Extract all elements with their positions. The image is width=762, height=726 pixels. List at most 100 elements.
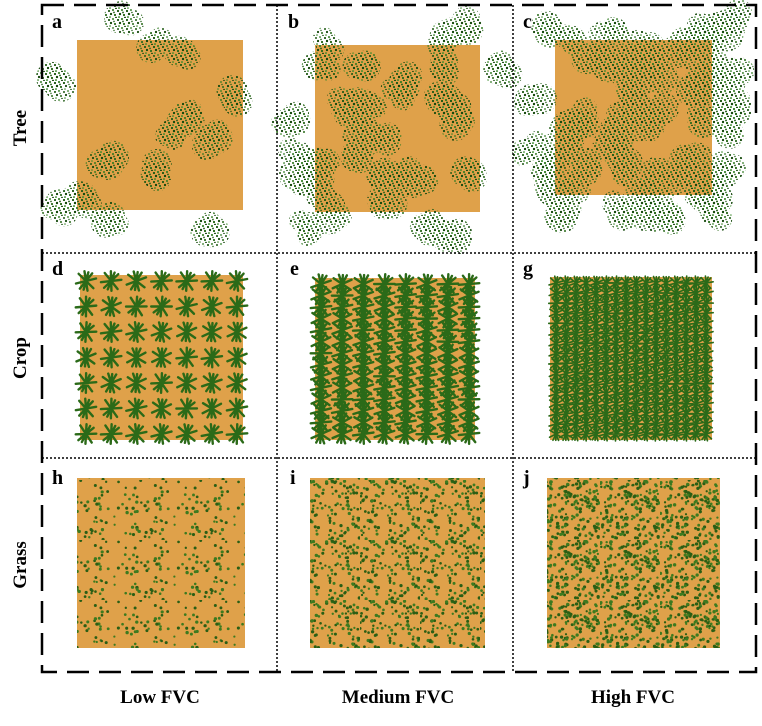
canopy xyxy=(643,161,667,186)
tree xyxy=(366,157,400,195)
column-label: Low FVC xyxy=(120,687,200,708)
panel xyxy=(77,478,245,648)
tree xyxy=(90,201,129,238)
tree xyxy=(35,61,77,102)
tree xyxy=(342,50,381,82)
panel xyxy=(72,267,251,448)
tree xyxy=(85,140,130,181)
tree xyxy=(711,0,753,39)
grass xyxy=(310,478,485,648)
canopy xyxy=(198,216,230,248)
tree xyxy=(712,115,745,149)
canopy xyxy=(85,149,115,179)
canopy xyxy=(709,96,732,120)
canopy xyxy=(160,124,186,150)
tree xyxy=(608,51,648,87)
canopy xyxy=(90,207,122,238)
canopy xyxy=(687,106,720,139)
panel-label: h xyxy=(52,467,63,489)
row-label: Tree xyxy=(10,110,31,146)
canopy xyxy=(326,202,353,228)
canopy xyxy=(623,91,652,120)
panel-label: e xyxy=(290,258,299,280)
panel-label: j xyxy=(522,467,530,489)
frame xyxy=(40,3,758,674)
tree xyxy=(216,75,253,117)
canopy xyxy=(305,182,328,205)
tree xyxy=(367,185,408,220)
canopy xyxy=(369,197,392,219)
panel xyxy=(271,5,523,255)
canopy xyxy=(427,31,455,59)
panel xyxy=(310,478,485,648)
canopy xyxy=(391,87,415,111)
canopy xyxy=(351,105,373,127)
tree xyxy=(554,24,588,56)
tree xyxy=(545,127,585,167)
tree xyxy=(668,27,710,59)
tree xyxy=(640,157,674,199)
tree xyxy=(592,129,634,172)
tree xyxy=(190,211,230,248)
tree xyxy=(301,51,341,81)
tree xyxy=(588,17,630,50)
canopy xyxy=(366,163,394,191)
canopy xyxy=(282,101,310,129)
canopy xyxy=(615,55,645,84)
tree xyxy=(301,147,341,179)
tree xyxy=(409,208,449,247)
canopy xyxy=(375,122,402,149)
canopy xyxy=(421,213,449,242)
canopy xyxy=(726,3,749,26)
canopy xyxy=(278,158,310,190)
panel-label: d xyxy=(52,258,63,280)
tree xyxy=(511,131,549,166)
vegetation xyxy=(35,0,755,648)
row-label: Grass xyxy=(10,541,31,589)
canopy xyxy=(605,140,632,167)
tree xyxy=(136,27,173,64)
canopy xyxy=(35,61,68,94)
tree xyxy=(483,50,523,89)
tree xyxy=(191,119,233,161)
canopy xyxy=(350,50,381,81)
column-label: Medium FVC xyxy=(342,687,454,708)
canopy xyxy=(143,163,171,191)
tree xyxy=(709,95,745,125)
row-label: Crop xyxy=(10,337,31,379)
canopy xyxy=(545,127,576,159)
tree xyxy=(351,89,388,127)
tree xyxy=(669,142,712,176)
tree xyxy=(450,156,488,193)
tree xyxy=(686,178,721,214)
tree xyxy=(654,202,686,235)
canopy xyxy=(316,56,341,81)
canopy xyxy=(654,202,683,231)
canopy xyxy=(216,75,248,107)
tree xyxy=(425,84,466,121)
canopy xyxy=(301,147,333,179)
canopy xyxy=(483,54,515,86)
canopy xyxy=(600,17,628,45)
panel-label: g xyxy=(523,258,533,280)
canopy xyxy=(140,35,161,57)
canopy xyxy=(556,178,577,199)
grass xyxy=(77,478,245,648)
panel xyxy=(547,478,720,648)
panel-label: i xyxy=(290,467,296,489)
canopy xyxy=(675,75,707,107)
tree xyxy=(451,5,484,45)
tree xyxy=(513,83,557,116)
canopy xyxy=(671,28,702,59)
panel xyxy=(546,273,716,444)
tree xyxy=(340,133,380,174)
column-label: High FVC xyxy=(591,687,675,708)
tree xyxy=(140,149,172,192)
canopy xyxy=(434,84,462,112)
canopy xyxy=(601,190,628,216)
grass xyxy=(547,478,720,648)
tree xyxy=(271,101,311,138)
tree xyxy=(62,181,102,220)
canopy xyxy=(175,44,201,70)
panel xyxy=(511,0,755,235)
